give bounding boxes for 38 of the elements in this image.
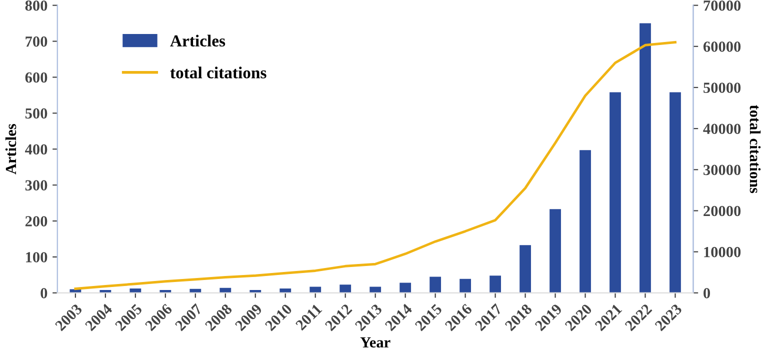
y-tick-label: 0 — [40, 288, 48, 298]
bar — [640, 23, 651, 293]
bar — [610, 92, 621, 293]
y-tick-label: 100 — [26, 252, 48, 262]
bar — [580, 150, 591, 293]
y-tick-label: 300 — [25, 180, 48, 190]
bar — [400, 282, 412, 293]
bar — [220, 288, 232, 293]
x-axis-title: Year — [360, 337, 390, 348]
bar — [520, 245, 531, 293]
y2-tick-label: 60000 — [703, 42, 741, 52]
y-tick-label: 400 — [25, 144, 48, 155]
y-tick-label: 200 — [25, 216, 48, 226]
y2-axis-title: total citations — [750, 105, 761, 194]
bar — [340, 284, 352, 293]
y2-tick-label: 70000 — [704, 0, 741, 11]
bar — [490, 276, 501, 293]
bar — [550, 209, 561, 293]
bar — [370, 286, 382, 293]
bar — [280, 288, 292, 293]
y-tick-label: 800 — [25, 0, 48, 11]
y2-tick-label: 30000 — [704, 164, 741, 176]
bar — [460, 278, 472, 293]
bar — [130, 288, 142, 293]
y2-tick-label: 10000 — [704, 246, 741, 258]
y-axis-title: Articles — [5, 124, 16, 174]
y-tick-label: 500 — [25, 108, 48, 119]
legend-label: total citations — [170, 66, 266, 78]
y-tick-label: 700 — [26, 36, 48, 47]
y2-tick-label: 0 — [704, 288, 710, 298]
bar — [310, 286, 322, 293]
y-tick-label: 600 — [25, 72, 48, 83]
bar — [670, 92, 681, 293]
y2-tick-label: 40000 — [703, 124, 741, 134]
y2-tick-label: 50000 — [704, 82, 741, 93]
legend-label: Articles — [170, 34, 226, 47]
bar — [430, 276, 442, 293]
y2-tick-label: 20000 — [704, 206, 741, 216]
